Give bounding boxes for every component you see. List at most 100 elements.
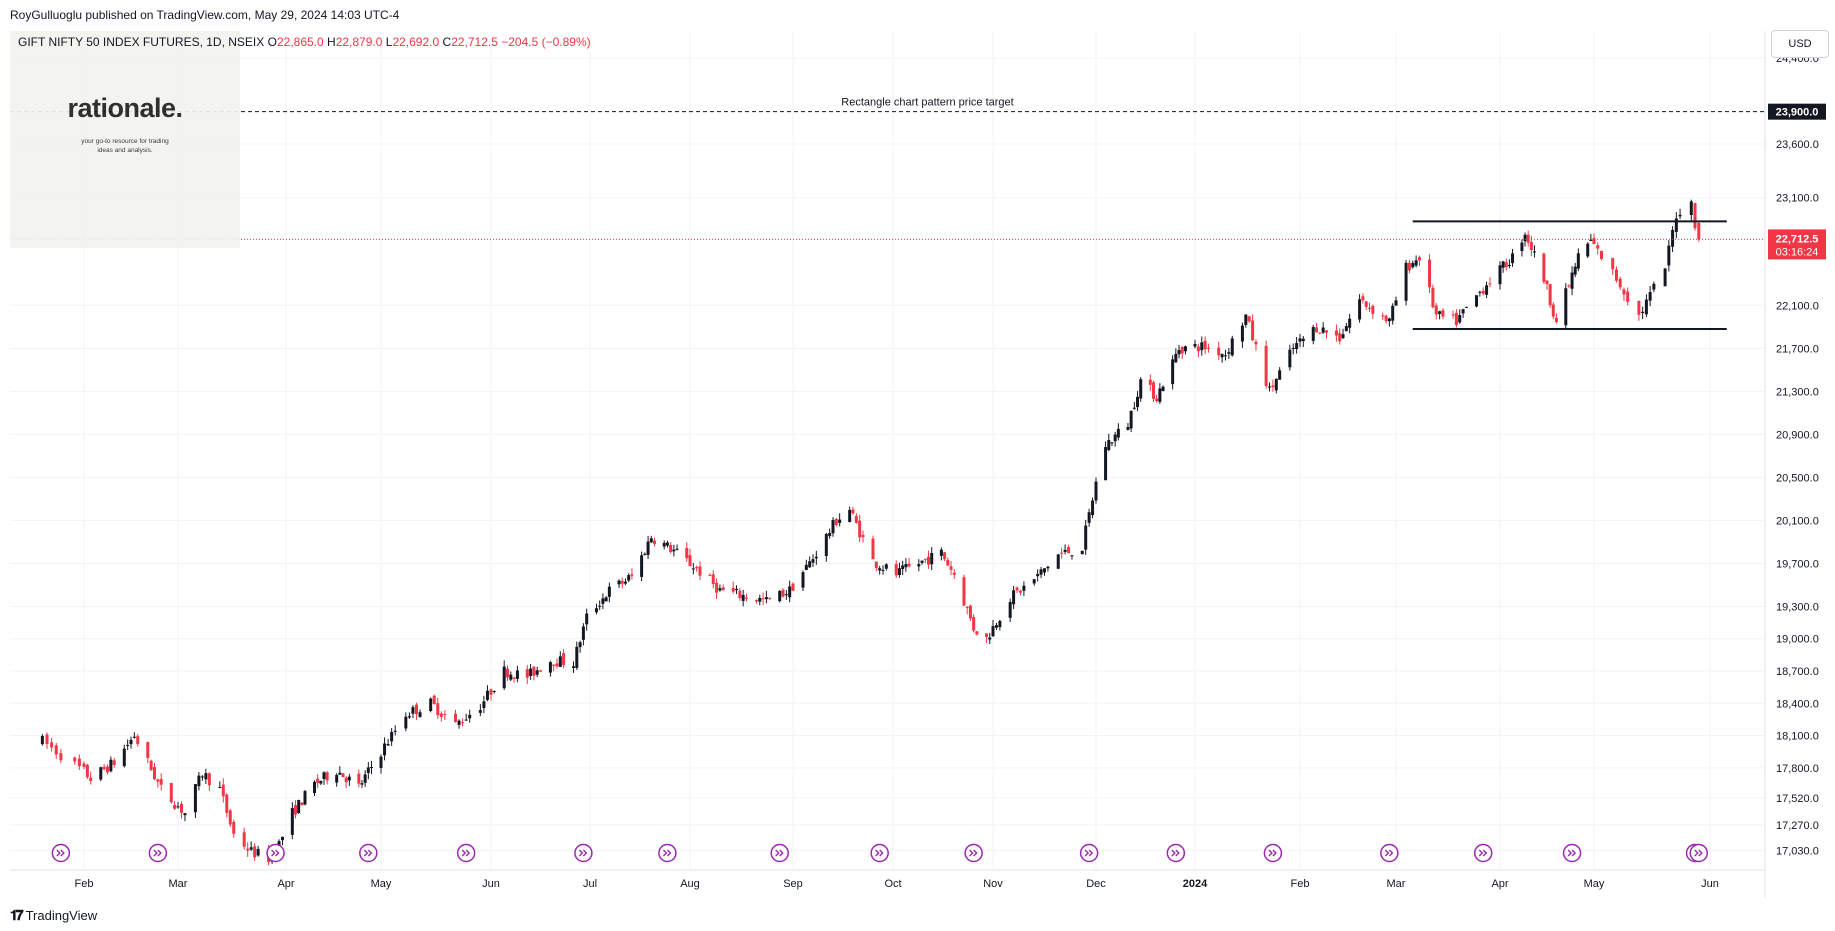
candle [1174,348,1178,364]
candle [1268,382,1272,392]
candle-body [804,564,808,571]
candle [344,776,348,789]
candle-body [200,776,204,778]
candle [1107,433,1111,452]
candle-body [225,794,229,813]
time-axis: Feb Mar Apr May Jun Jul Aug Sep Oct Nov Dec 2024 Feb… [75,878,1719,890]
candle [454,709,458,723]
price-tick-label: 23,600.0 [1776,139,1819,151]
event-markers [51,843,1709,863]
candle [386,738,390,747]
candle-body [1334,330,1338,336]
candle [718,584,722,592]
candle [1417,255,1421,267]
dividend-event-icon[interactable] [1380,843,1399,863]
candle [738,588,742,601]
candle-body [197,775,201,787]
candle-body [811,559,815,563]
candle-body [558,656,562,667]
candle-body [122,748,126,767]
candle-body [831,520,835,534]
candle-body [994,625,998,628]
candle [874,561,878,572]
candle [179,801,183,819]
candle [804,559,808,571]
candle-body [1586,243,1590,257]
candle-body [708,575,712,577]
dividend-event-icon[interactable] [1166,843,1186,863]
candle-body [1641,311,1645,314]
candle-body [1611,258,1615,270]
candle [598,600,602,611]
candle [838,513,842,527]
candle-body [153,767,156,780]
candle-body [741,594,745,601]
candle-body [1113,434,1117,442]
candle-body [665,542,669,546]
candle [1551,302,1555,320]
candle-body [1573,266,1577,275]
logo-tagline: your go-to resource for trading ideas an… [65,137,185,155]
candle-body [1183,346,1187,352]
dividend-event-icon[interactable] [964,843,983,863]
candle-body [319,780,323,784]
candle [1428,254,1432,293]
dividend-event-icon[interactable] [770,843,789,863]
dividend-event-icon[interactable] [266,843,285,863]
candle [1407,259,1411,274]
candle-body [407,716,411,718]
dividend-event-icon[interactable] [1562,843,1582,863]
dividend-event-icon[interactable] [870,843,889,863]
tradingview-brand[interactable]: ⁠𝟏𝟕 TradingView [10,907,97,924]
candle [1043,568,1046,576]
candle [370,760,373,775]
event-icon-ring [1473,843,1493,863]
candle-body [738,590,742,598]
symbol-name[interactable]: GIFT NIFTY 50 INDEX FUTURES, 1D, NSEIX [18,35,265,49]
candle-body [781,589,785,597]
price-tick-label: 19,700.0 [1776,558,1819,570]
dividend-event-icon[interactable] [658,843,677,863]
candle-body [1358,299,1362,320]
candle-body [156,779,160,782]
candle [878,565,882,575]
dividend-event-icon[interactable] [1263,843,1283,863]
candle-body [1689,201,1693,216]
price-tick-label: 23,100.0 [1776,193,1819,205]
candle-body [1441,310,1445,317]
currency-button[interactable]: USD [1771,30,1829,58]
candle [1381,312,1385,321]
candle [1151,380,1155,403]
dividend-event-icon[interactable] [1689,843,1709,863]
dividend-event-icon[interactable] [1079,843,1099,863]
time-tick-label: May [1584,878,1605,890]
candle-body [478,710,482,713]
dividend-event-icon[interactable] [148,843,168,863]
dividend-event-icon[interactable] [51,843,71,863]
candle [393,725,397,736]
close-label: C [442,35,452,49]
candle [1132,401,1136,410]
time-tick-label: Aug [680,878,700,890]
candle-body [485,690,489,700]
dividend-event-icon[interactable] [456,843,476,863]
dividend-event-icon[interactable] [1473,843,1493,863]
candle [1311,325,1315,345]
candle [1056,553,1060,569]
candle [998,619,1002,631]
candle [1171,355,1175,390]
candle-body [232,821,236,834]
event-icon-ring [964,843,983,863]
dividend-event-icon[interactable] [574,843,593,863]
candle-body [897,568,901,576]
price-tick-label: 21,700.0 [1776,343,1819,355]
candle [1110,442,1114,447]
candle [1507,259,1511,269]
candle [607,582,611,603]
candle-body [1056,554,1060,569]
candle [1298,333,1302,348]
candle [1063,544,1067,555]
event-icon-ring [51,843,71,863]
dividend-event-icon[interactable] [359,843,378,863]
